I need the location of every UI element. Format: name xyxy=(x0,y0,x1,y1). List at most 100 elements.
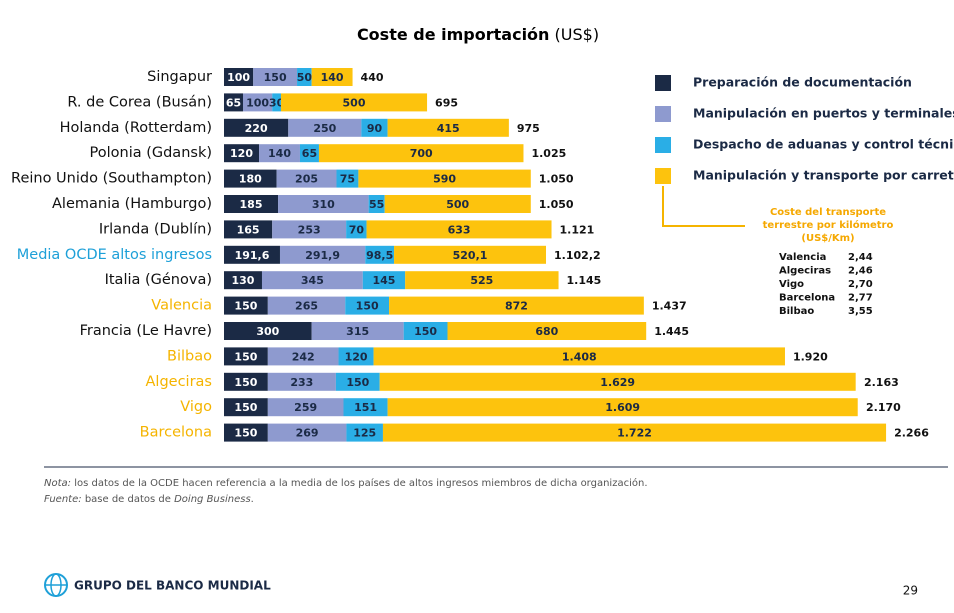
bar-segment xyxy=(343,398,388,417)
bar-segment xyxy=(447,322,647,340)
source-end: . xyxy=(251,494,254,505)
category-label: Valencia xyxy=(151,298,212,314)
bar-segment xyxy=(261,271,363,290)
bar-segment xyxy=(358,169,531,188)
category-label: Media OCDE altos ingresos xyxy=(17,247,212,263)
bar-segment xyxy=(267,423,347,442)
segment-label: 120 xyxy=(345,350,368,363)
segment-label: 65 xyxy=(226,96,241,109)
total-label: 1.437 xyxy=(652,300,687,313)
bar-segment xyxy=(288,118,362,137)
bar-segment xyxy=(335,372,380,391)
segment-label: 100 xyxy=(227,71,250,84)
total-label: 1.050 xyxy=(539,198,574,211)
bar-segment xyxy=(224,144,260,163)
segment-label: 55 xyxy=(369,198,384,211)
segment-label: 125 xyxy=(353,427,376,440)
bar-segment xyxy=(394,245,547,264)
segment-label: 291,9 xyxy=(305,249,340,262)
page-number: 29 xyxy=(903,584,918,598)
bar-segment xyxy=(362,271,406,290)
bar-segment xyxy=(279,245,366,264)
bar-segment xyxy=(382,423,887,442)
bar-segment xyxy=(224,322,312,340)
category-label: Vigo xyxy=(180,399,212,415)
legend-swatch xyxy=(655,137,671,153)
segment-label: 345 xyxy=(301,274,324,287)
segment-label: 872 xyxy=(505,300,528,313)
segment-label: 65 xyxy=(302,147,317,160)
category-label: R. de Corea (Busán) xyxy=(67,94,212,110)
inset-value: 2,77 xyxy=(848,293,873,304)
category-label: Reino Unido (Southampton) xyxy=(11,171,212,187)
segment-label: 98,5 xyxy=(366,249,393,262)
segment-label: 165 xyxy=(237,223,260,236)
bar-segment xyxy=(387,398,858,417)
total-label: 1.102,2 xyxy=(554,249,601,262)
title-unit: (US$) xyxy=(555,25,600,44)
source-text: base de datos de xyxy=(85,494,171,505)
inset-value: 2,70 xyxy=(848,279,873,290)
bar-segment xyxy=(267,372,336,391)
bar-segment xyxy=(346,423,383,442)
bar-segment xyxy=(224,296,268,315)
category-label: Algeciras xyxy=(146,374,212,390)
segment-label: 150 xyxy=(234,300,257,313)
bar-segment xyxy=(224,93,243,112)
segment-label: 633 xyxy=(448,223,471,236)
bar-segment xyxy=(336,169,359,188)
total-label: 1.025 xyxy=(531,147,566,160)
segment-label: 1.609 xyxy=(605,401,640,414)
inset-city: Algeciras xyxy=(779,266,831,277)
bar-segment xyxy=(405,271,559,290)
segment-label: 191,6 xyxy=(235,249,270,262)
bar-segment xyxy=(224,245,280,264)
total-label: 2.266 xyxy=(894,427,929,440)
bar-segment xyxy=(361,118,388,137)
segment-label: 140 xyxy=(321,71,344,84)
total-label: 1.445 xyxy=(654,325,689,338)
segment-label: 150 xyxy=(356,300,379,313)
bar-segment xyxy=(299,144,319,163)
bar-segment xyxy=(389,296,644,315)
bar-segment xyxy=(318,144,524,163)
inset-value: 2,44 xyxy=(848,252,873,263)
segment-label: 315 xyxy=(346,325,369,338)
legend-label: Preparación de documentación xyxy=(693,75,912,90)
bar-segment xyxy=(242,93,273,112)
bar-segment xyxy=(346,220,367,239)
segment-label: 150 xyxy=(264,71,287,84)
segment-label: 300 xyxy=(256,325,279,338)
total-label: 2.170 xyxy=(866,401,901,414)
inset-title: (US$/Km) xyxy=(801,233,854,244)
note: Nota: los datos de la OCDE hacen referen… xyxy=(44,477,648,489)
segment-label: 269 xyxy=(296,427,319,440)
bar-segment xyxy=(365,245,395,264)
segment-label: 150 xyxy=(234,401,257,414)
legend-swatch xyxy=(655,168,671,184)
inset-city: Valencia xyxy=(779,252,826,263)
segment-label: 265 xyxy=(295,300,318,313)
segment-label: 150 xyxy=(234,376,257,389)
bar-segment xyxy=(224,398,268,417)
category-label: Alemania (Hamburgo) xyxy=(52,196,212,212)
segment-label: 310 xyxy=(312,198,335,211)
bar-segment xyxy=(224,195,279,213)
category-label: Barcelona xyxy=(140,425,212,441)
bar-segment xyxy=(280,93,428,112)
total-label: 1.920 xyxy=(793,350,828,363)
footer-org: GRUPO DEL BANCO MUNDIAL xyxy=(74,579,271,593)
total-label: 975 xyxy=(517,122,540,135)
category-label: Singapur xyxy=(147,69,212,85)
bar-segment xyxy=(387,118,509,137)
source-title: Doing Business xyxy=(174,494,251,505)
segment-label: 75 xyxy=(340,173,355,186)
segment-label: 205 xyxy=(295,173,318,186)
legend-label: Manipulación y transporte por carretera xyxy=(693,168,954,183)
note-text: los datos de la OCDE hacen referencia a … xyxy=(74,477,647,489)
total-label: 2.163 xyxy=(864,376,899,389)
segment-label: 253 xyxy=(298,223,321,236)
segment-label: 220 xyxy=(245,122,268,135)
total-label: 695 xyxy=(435,96,458,109)
segment-label: 680 xyxy=(535,325,558,338)
